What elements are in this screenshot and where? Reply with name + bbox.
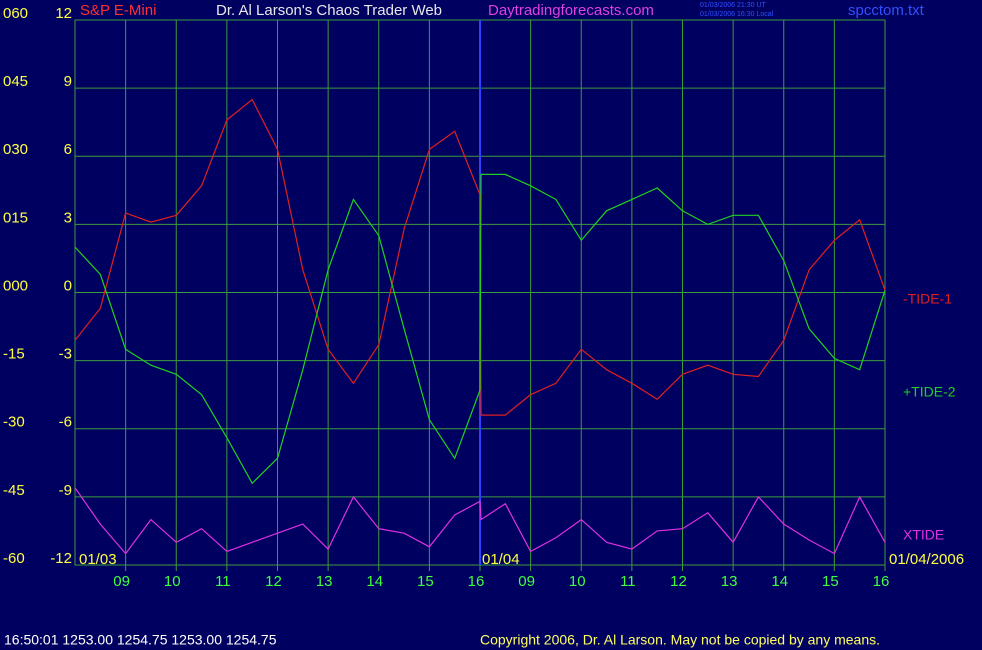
y-tick-label: -3 — [59, 346, 72, 363]
day-label: 01/03 — [79, 551, 117, 568]
x-tick-label: 16 — [468, 573, 485, 590]
legend-label: +TIDE-2 — [903, 384, 956, 400]
x-tick-label: 09 — [113, 573, 130, 590]
status-line: 16:50:01 1253.00 1254.75 1253.00 1254.75 — [4, 632, 277, 648]
filename: spcctom.txt — [848, 2, 925, 19]
instrument: S&P E-Mini — [80, 2, 156, 19]
y2-tick-label: 030 — [3, 141, 28, 158]
series-line — [74, 487, 886, 555]
x-tick-label: 13 — [721, 573, 738, 590]
y-tick-label: 0 — [64, 277, 72, 294]
x-tick-label: 14 — [366, 573, 383, 590]
y2-tick-label: -45 — [3, 482, 25, 499]
chart-title: Dr. Al Larson's Chaos Trader Web — [216, 2, 442, 19]
y-tick-label: 3 — [64, 209, 72, 226]
legend-label: XTIDE — [903, 527, 944, 543]
x-tick-label: 10 — [164, 573, 181, 590]
x-tick-label: 09 — [518, 573, 535, 590]
x-tick-label: 13 — [316, 573, 333, 590]
y-tick-label: 9 — [64, 73, 72, 90]
y-tick-label: 12 — [55, 5, 72, 22]
y-tick-label: -6 — [59, 414, 72, 431]
y2-tick-label: 000 — [3, 277, 28, 294]
x-tick-label: 15 — [822, 573, 839, 590]
y2-tick-label: 060 — [3, 5, 28, 22]
x-tick-label: 12 — [670, 573, 687, 590]
day-label: 01/04 — [482, 551, 520, 568]
y-tick-label: -9 — [59, 482, 72, 499]
x-tick-label: 15 — [417, 573, 434, 590]
series-line — [74, 173, 886, 485]
x-tick-label: 10 — [569, 573, 586, 590]
day-label: 01/04/2006 — [889, 551, 964, 568]
x-tick-label: 11 — [620, 573, 636, 590]
x-tick-label: 14 — [771, 573, 788, 590]
timestamp: 01/03/2006 16:30 Local — [700, 11, 774, 18]
y2-tick-label: -15 — [3, 346, 25, 363]
y2-tick-label: 045 — [3, 73, 28, 90]
y2-tick-label: -30 — [3, 414, 25, 431]
website: Daytradingforecasts.com — [488, 2, 654, 19]
x-tick-label: 16 — [873, 573, 890, 590]
x-tick-label: 12 — [265, 573, 282, 590]
copyright: Copyright 2006, Dr. Al Larson. May not b… — [480, 632, 880, 648]
x-tick-label: 11 — [215, 573, 231, 590]
y-tick-label: -12 — [50, 550, 72, 567]
y2-tick-label: 015 — [3, 209, 28, 226]
timestamp: 01/03/2006 21:30 UT — [700, 2, 766, 9]
y-tick-label: 6 — [64, 141, 72, 158]
legend-label: -TIDE-1 — [903, 291, 952, 307]
y2-tick-label: -60 — [3, 550, 25, 567]
